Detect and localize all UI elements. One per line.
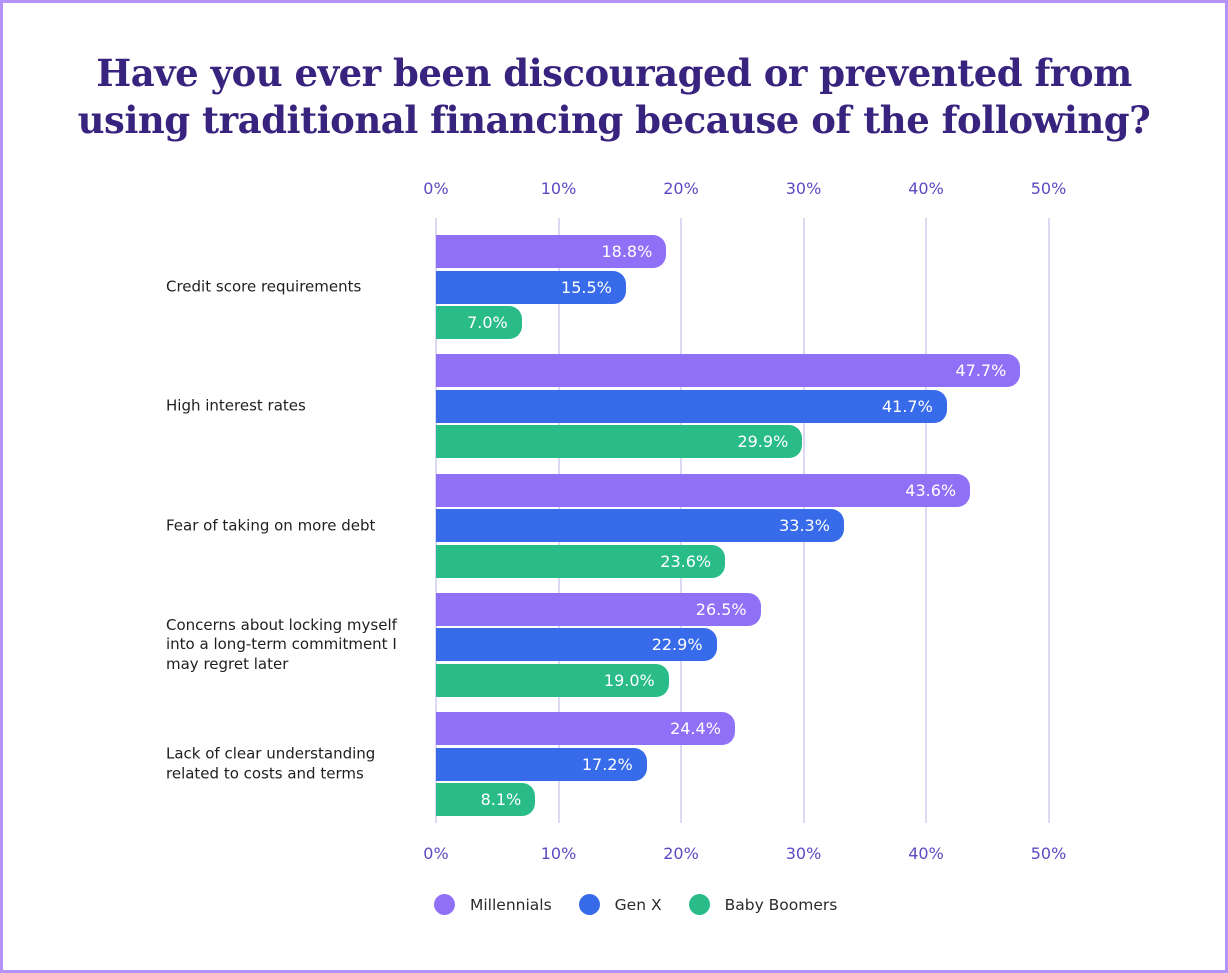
bar-value-label: 26.5% (695, 599, 747, 619)
bar-gen-x-high-interest-rates: 41.7% (436, 389, 947, 423)
bar-value-label: 18.8% (601, 242, 653, 261)
x-axis-bottom-tick: 0% (423, 844, 449, 863)
bar-value-label: 22.9% (651, 635, 703, 655)
legend-label-millennials: Millennials (470, 895, 552, 914)
category-label-credit-score-requirement: Credit score requirements (166, 277, 362, 296)
chart-title: Have you ever been discouraged or preven… (3, 50, 1225, 144)
bar-value-label: 15.5% (561, 277, 612, 297)
bar-value-label: 29.9% (737, 432, 789, 452)
bar-value-label: 47.7% (955, 361, 1007, 381)
bar-value-label: 8.1% (480, 790, 522, 809)
bar-value-label: 17.2% (581, 754, 633, 774)
x-axis-top-tick: 20% (663, 179, 699, 198)
legend-swatch-gen-x (578, 894, 600, 915)
bar-millennials-concerns-about-locking-m: 26.5% (436, 592, 761, 626)
x-axis-bottom-tick: 10% (540, 844, 577, 863)
gridline (925, 218, 927, 823)
bar-value-label: 7.0% (467, 313, 508, 332)
bar-value-label: 23.6% (660, 551, 712, 571)
bar-millennials-credit-score-requirement: 18.8% (436, 235, 667, 268)
bar-chart: Have you ever been discouraged or preven… (3, 3, 1225, 970)
x-axis-bottom-tick: 50% (1030, 844, 1067, 863)
x-axis-bottom-tick: 40% (908, 844, 944, 863)
bar-value-label: 19.0% (603, 670, 655, 690)
x-axis-top-tick: 10% (540, 179, 577, 198)
bar-gen-x-credit-score-requirement: 15.5% (436, 270, 626, 304)
legend-item-gen-x: Gen X (578, 894, 662, 915)
bar-gen-x-lack-of-clear-understand: 17.2% (436, 747, 647, 781)
category-label-lack-of-clear-understand: Lack of clear understanding related to c… (166, 744, 376, 783)
legend-label-baby-boomers: Baby Boomers (724, 895, 838, 914)
bar-baby-boomers-concerns-about-locking-m: 19.0% (436, 663, 669, 697)
bar-millennials-fear-of-taking-on-more-d: 43.6% (436, 473, 971, 507)
bar-baby-boomers-lack-of-clear-understand: 8.1% (436, 783, 536, 816)
x-axis-bottom-tick: 30% (785, 844, 822, 863)
bar-gen-x-concerns-about-locking-m: 22.9% (436, 628, 717, 662)
x-axis-bottom-tick: 20% (663, 844, 699, 863)
bar-baby-boomers-credit-score-requirement: 7.0% (436, 306, 522, 339)
legend-swatch-baby-boomers (688, 894, 710, 915)
legend-item-millennials: Millennials (434, 894, 552, 915)
x-axis-top-tick: 40% (908, 179, 944, 198)
category-label-fear-of-taking-on-more-d: Fear of taking on more debt (166, 515, 376, 534)
bar-value-label: 33.3% (779, 516, 830, 535)
category-label-high-interest-rates: High interest rates (166, 396, 306, 415)
chart-title-line2: using traditional financing because of t… (77, 97, 1151, 142)
bar-value-label: 43.6% (905, 480, 957, 500)
bar-baby-boomers-high-interest-rates: 29.9% (436, 425, 803, 459)
bar-millennials-high-interest-rates: 47.7% (436, 354, 1021, 388)
category-label-concerns-about-locking-m: Concerns about locking myself into a lon… (166, 615, 397, 673)
bar-millennials-lack-of-clear-understand: 24.4% (436, 712, 735, 745)
legend-swatch-millennials (434, 894, 455, 915)
x-axis-top-tick: 50% (1030, 179, 1067, 198)
bar-value-label: 41.7% (881, 396, 933, 416)
legend-item-baby-boomers: Baby Boomers (688, 894, 838, 915)
bar-value-label: 24.4% (670, 719, 721, 738)
bar-baby-boomers-fear-of-taking-on-more-d: 23.6% (436, 544, 726, 578)
legend: Millennials Gen X Baby Boomers (434, 894, 837, 915)
x-axis-top-tick: 0% (423, 179, 449, 198)
x-axis-top-tick: 30% (785, 179, 822, 198)
bar-gen-x-fear-of-taking-on-more-d: 33.3% (436, 509, 844, 542)
gridline (1047, 218, 1050, 823)
legend-label-gen-x: Gen X (614, 895, 662, 914)
chart-title-line1: Have you ever been discouraged or preven… (96, 50, 1132, 95)
